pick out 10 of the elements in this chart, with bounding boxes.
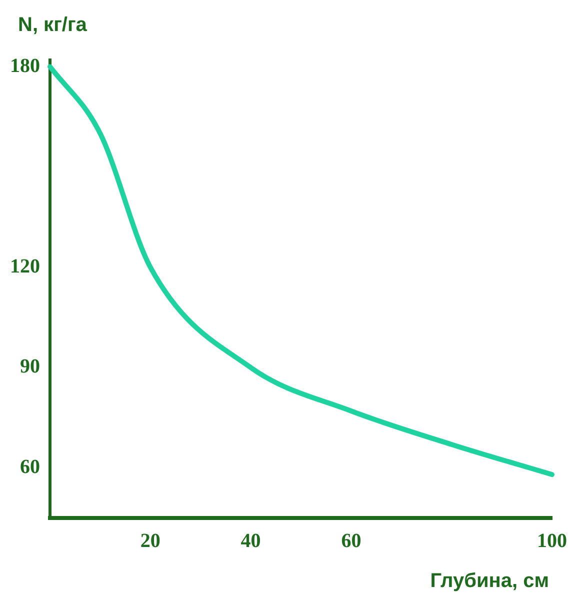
x-tick-label: 100 <box>537 530 567 552</box>
y-tick-label: 90 <box>20 356 40 378</box>
x-tick-label: 20 <box>140 530 160 552</box>
x-tick-label: 60 <box>341 530 362 552</box>
y-axis-title: N, кг/га <box>18 14 87 37</box>
y-tick-label: 120 <box>10 255 40 278</box>
x-tick-label: 40 <box>240 530 261 552</box>
y-tick-label: 60 <box>20 456 40 478</box>
x-axis-title: Глубина, см <box>430 570 549 593</box>
y-tick-label: 180 <box>10 54 40 77</box>
